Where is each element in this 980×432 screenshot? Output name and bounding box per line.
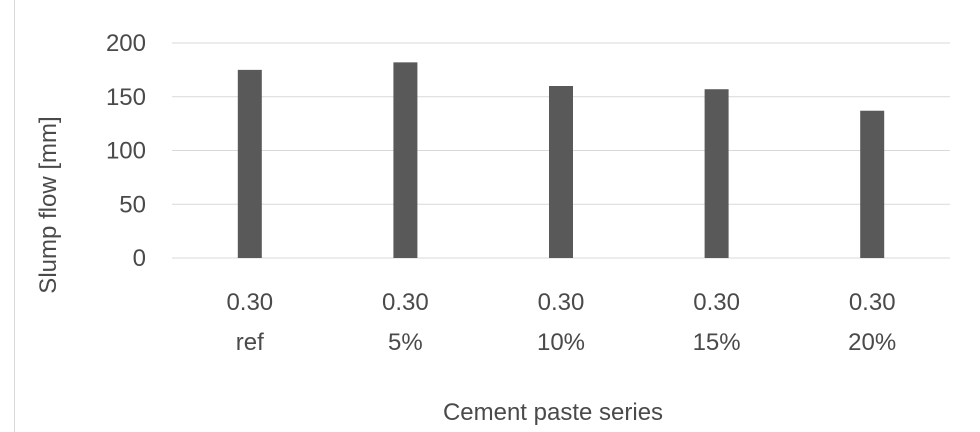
y-tick-label: 100 <box>106 138 146 165</box>
y-tick-label: 50 <box>119 191 146 218</box>
y-tick-label: 200 <box>106 30 146 57</box>
bar <box>704 89 729 258</box>
bar <box>549 86 573 258</box>
x-tick-label: 0.30 <box>693 289 740 316</box>
y-axis-label: Slump flow [mm] <box>35 116 62 293</box>
x-tick-label: ref <box>236 329 264 356</box>
x-tick-label: 15% <box>693 329 741 356</box>
x-axis-tick-labels: 0.30 ref 0.30 5% 0.30 10% 0.30 15% 0.30 20% <box>226 289 896 356</box>
x-tick-label: 5% <box>388 329 423 356</box>
bar <box>860 110 885 258</box>
y-axis-tick-labels: 0 50 100 150 200 <box>106 30 146 272</box>
y-tick-label: 0 <box>133 245 146 272</box>
bars <box>237 62 885 258</box>
x-tick-label: 0.30 <box>538 289 585 316</box>
x-axis-label: Cement paste series <box>443 399 663 426</box>
chart-frame-edge <box>14 0 15 432</box>
x-tick-label: 0.30 <box>849 289 896 316</box>
x-tick-label: 0.30 <box>382 289 429 316</box>
y-tick-label: 150 <box>106 84 146 111</box>
x-tick-label: 0.30 <box>226 289 273 316</box>
bar <box>237 69 262 258</box>
bar <box>393 62 418 258</box>
x-tick-label: 10% <box>537 329 585 356</box>
x-tick-label: 20% <box>848 329 896 356</box>
